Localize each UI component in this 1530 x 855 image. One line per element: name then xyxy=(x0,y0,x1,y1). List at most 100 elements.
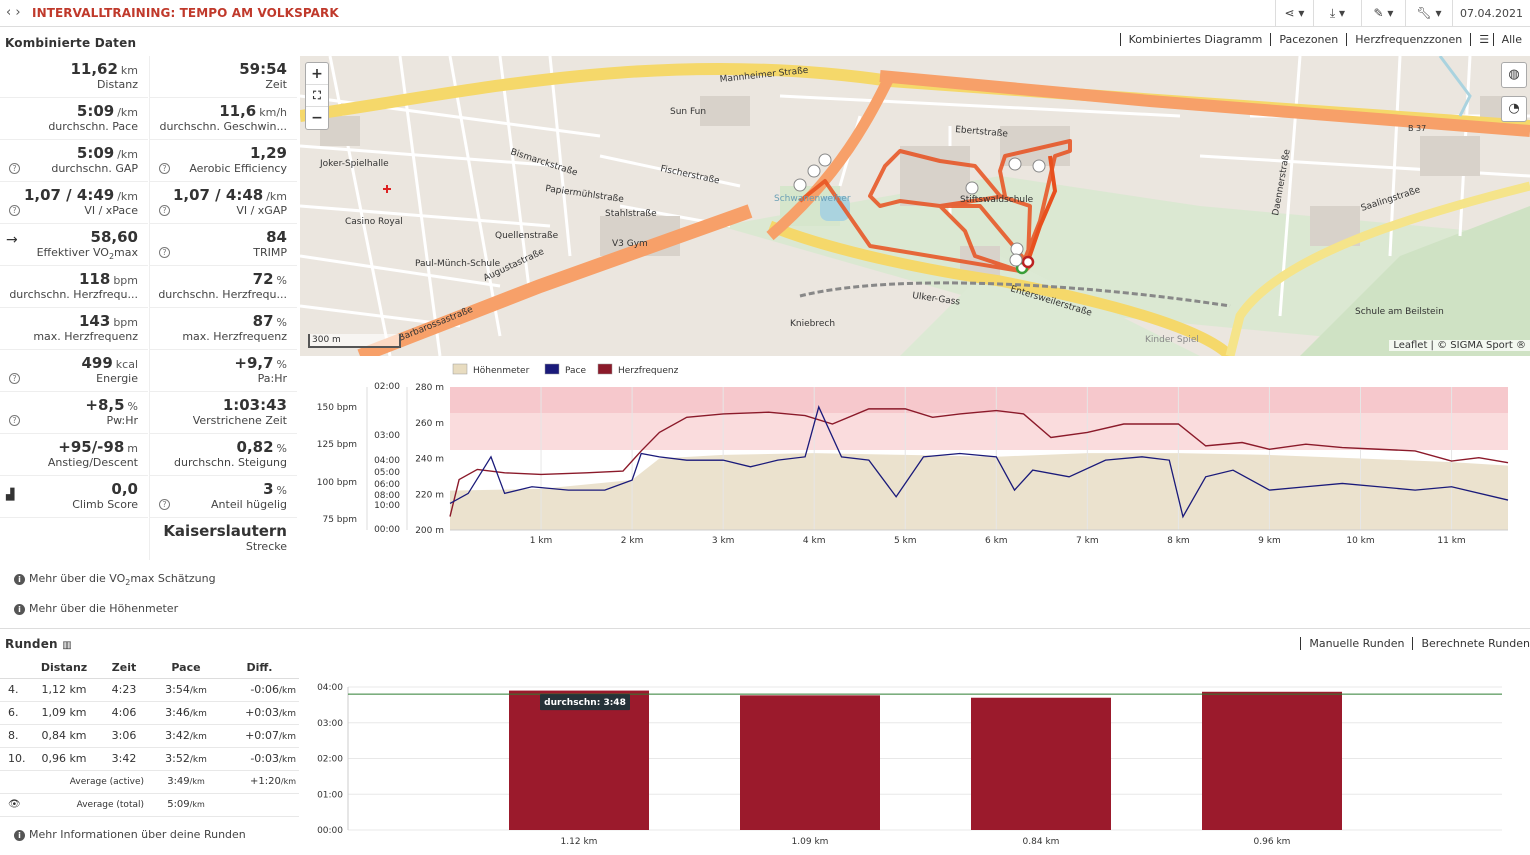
route-map[interactable]: Mannheimer Straße Barbarossastraße Enter… xyxy=(300,56,1530,356)
zoom-in-button[interactable]: + xyxy=(306,63,328,85)
stat-value-text: 118 xyxy=(79,270,111,288)
stat-value-text: 1,29 xyxy=(249,144,287,162)
laps-bar-chart[interactable]: 04:00 03:00 02:00 01:00 00:00 1.12 km 1.09 km 0… xyxy=(300,657,1530,852)
stat-unit: % xyxy=(276,442,287,455)
lap-diff-unit: /km xyxy=(278,755,296,765)
settings-button[interactable]: 🔧︎ ▾ xyxy=(1405,0,1452,26)
legend-label[interactable]: Pace xyxy=(565,366,586,376)
legend-swatch[interactable] xyxy=(544,363,560,375)
lap-time: 4:06 xyxy=(96,701,152,725)
more-vo2max-link[interactable]: i Mehr über die VO2max Schätzung xyxy=(14,572,216,587)
legend-label[interactable]: Herzfrequenz xyxy=(618,366,679,376)
col-distance[interactable]: Distanz xyxy=(32,657,96,679)
stat-15: +9,7% Pa:Hr xyxy=(149,350,297,392)
share-button[interactable]: ⋖ ▾ xyxy=(1275,0,1313,26)
lap-distance: 0,84 km xyxy=(32,724,96,748)
eye-icon[interactable]: 👁︎ xyxy=(0,793,32,817)
tab-calculated-laps[interactable]: Berechnete Runden xyxy=(1412,637,1530,650)
stat-2: 5:09/km durchschn. Pace xyxy=(0,98,148,140)
tab-manual-laps[interactable]: Manuelle Runden xyxy=(1300,637,1412,650)
info-icon: i xyxy=(14,573,25,585)
help-icon[interactable]: ? xyxy=(9,373,20,384)
x-tick-label: 1 km xyxy=(530,536,553,546)
lap-number: 6. xyxy=(0,701,32,725)
help-icon[interactable]: ? xyxy=(9,415,20,426)
lap-bar[interactable] xyxy=(509,690,649,830)
stat-11: 72% durchschn. Herzfrequ... xyxy=(149,266,297,308)
speedometer-button[interactable]: ◔ xyxy=(1501,96,1527,122)
lap-bar[interactable] xyxy=(1202,691,1342,830)
stat-unit: km/h xyxy=(259,106,287,119)
bar-chart-icon[interactable]: ▥ xyxy=(62,640,72,651)
tab-combined-chart[interactable]: Kombiniertes Diagramm xyxy=(1119,33,1271,46)
lap-diff: +0:07/km xyxy=(220,724,299,748)
stat-value: 58,60 xyxy=(91,228,138,246)
elevation-tick-label: 240 m xyxy=(415,455,444,465)
download-button[interactable]: ⤓ ▾ xyxy=(1313,0,1361,26)
area-chart-icon[interactable]: ▟ xyxy=(6,488,15,501)
stat-label: max. Herzfrequenz xyxy=(33,330,138,343)
help-icon[interactable]: ? xyxy=(9,205,20,216)
more-elevation-link[interactable]: i Mehr über die Höhenmeter xyxy=(14,602,178,615)
stat-label: max. Herzfrequenz xyxy=(182,330,287,343)
tab-all[interactable]: ☰ Alle xyxy=(1470,33,1530,46)
col-time[interactable]: Zeit xyxy=(96,657,152,679)
more-laps-link[interactable]: i Mehr Informationen über deine Runden xyxy=(14,828,246,841)
stat-17: 1:03:43 Verstrichene Zeit xyxy=(149,392,297,434)
arrow-right-icon[interactable]: → xyxy=(6,232,18,248)
lap-number: 4. xyxy=(0,678,32,702)
legend-swatch[interactable] xyxy=(452,363,468,375)
stat-0: 11,62 km Distanz xyxy=(0,56,148,98)
help-icon[interactable]: ? xyxy=(9,163,20,174)
magic-wand-icon: ✎ ▾ xyxy=(1373,6,1394,20)
table-row[interactable]: 10. 0,96 km 3:42 3:52/km -0:03/km xyxy=(0,747,299,771)
legend-swatch[interactable] xyxy=(597,363,613,375)
lap-diff: -0:03/km xyxy=(220,747,299,771)
stat-value-text: 5:09 xyxy=(76,102,115,120)
lap-bar[interactable] xyxy=(740,695,880,830)
lap-pace-value: 3:42 xyxy=(165,729,190,742)
table-row[interactable]: 4. 1,12 km 4:23 3:54/km -0:06/km xyxy=(0,678,299,702)
lap-diff-unit: /km xyxy=(278,709,296,719)
average-label: Average (total) xyxy=(32,793,152,817)
speedometer-icon: ◔ xyxy=(1508,101,1520,116)
combined-data-title: Kombinierte Daten xyxy=(5,36,137,50)
lap-pace-value: 3:46 xyxy=(165,706,190,719)
laps-bar-chart-svg: 04:00 03:00 02:00 01:00 00:00 1.12 km 1.09 km 0… xyxy=(317,683,1502,847)
laps-table-body: 4. 1,12 km 4:23 3:54/km -0:06/km 6. 1,09 km 4:0… xyxy=(0,678,299,817)
combined-chart[interactable]: 1 km 2 km 3 km 4 km 5 km 6 km 7 km 8 km 9 km 10 k… xyxy=(300,358,1530,628)
zoom-out-button[interactable]: − xyxy=(311,110,323,126)
laps-title: Runden ▥ xyxy=(5,637,72,651)
col-pace[interactable]: Pace xyxy=(152,657,220,679)
help-icon[interactable]: ? xyxy=(159,247,170,258)
col-diff[interactable]: Diff. xyxy=(220,657,299,679)
stat-unit: /km xyxy=(266,190,287,203)
lap-time: 4:23 xyxy=(96,678,152,702)
help-icon[interactable]: ? xyxy=(159,499,170,510)
globe-layer-button[interactable]: ◍ xyxy=(1501,62,1527,88)
stat-label: durchschn. Herzfrequ... xyxy=(9,288,138,301)
tab-hr-zones[interactable]: Herzfrequenzzonen xyxy=(1346,33,1470,46)
stat-14: 499 kcal Energie? xyxy=(0,350,148,392)
map-attribution[interactable]: Leaflet | © SIGMA Sport ® xyxy=(1389,340,1530,351)
zoom-control: + ⛶ − xyxy=(305,62,329,130)
nav-arrows[interactable]: ‹ › xyxy=(6,5,21,20)
download-icon: ⤓ ▾ xyxy=(1329,5,1346,20)
stat-16: +8,5% Pw:Hr? xyxy=(0,392,148,434)
table-row[interactable]: 8. 0,84 km 3:06 3:42/km +0:07/km xyxy=(0,724,299,748)
fullscreen-button[interactable]: ⛶ xyxy=(306,85,328,107)
tab-pace-zones[interactable]: Pacezonen xyxy=(1270,33,1346,46)
help-icon[interactable]: ? xyxy=(159,163,170,174)
tools-button[interactable]: ✎ ▾ xyxy=(1361,0,1405,26)
laps-table: Distanz Zeit Pace Diff. 4. 1,12 km 4:23 3:5… xyxy=(0,657,299,817)
legend-label[interactable]: Höhenmeter xyxy=(473,366,530,376)
globe-icon: ◍ xyxy=(1508,67,1520,82)
help-icon[interactable]: ? xyxy=(159,205,170,216)
table-row[interactable]: 6. 1,09 km 4:06 3:46/km +0:03/km xyxy=(0,701,299,725)
elevation-tick-label: 260 m xyxy=(415,419,444,429)
hr-tick-label: 75 bpm xyxy=(322,515,357,525)
stat-value: 1,07 / 4:49/km xyxy=(24,186,138,204)
lap-bar[interactable] xyxy=(971,697,1111,830)
pace-line xyxy=(449,405,1509,519)
stat-10: 118 bpm durchschn. Herzfrequ... xyxy=(0,266,148,308)
